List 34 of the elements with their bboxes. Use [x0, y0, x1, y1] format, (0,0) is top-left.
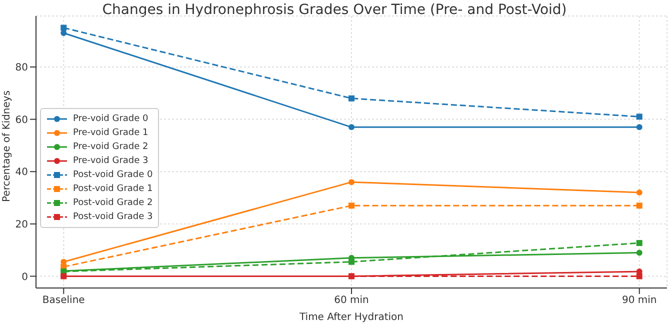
- point: [636, 202, 642, 209]
- x-tick-label: 60 min: [334, 295, 369, 306]
- y-tick-label: 0: [22, 272, 28, 283]
- point: [348, 95, 354, 102]
- point: [636, 124, 642, 130]
- point: [636, 250, 642, 256]
- legend-label: Pre-void Grade 3: [73, 156, 148, 166]
- point: [60, 24, 67, 31]
- y-tick-label: 60: [15, 114, 28, 126]
- chart-title: Changes in Hydronephrosis Grades Over Time (Pre- and Post-Void): [101, 2, 568, 18]
- legend-label: Pre-void Grade 2: [73, 142, 148, 152]
- point: [348, 124, 354, 130]
- point: [636, 240, 642, 246]
- legend-label: Post-void Grade 3: [73, 212, 153, 222]
- point: [636, 190, 642, 196]
- point: [348, 273, 354, 280]
- x-tick-label: 90 min: [622, 295, 657, 306]
- legend-label: Post-void Grade 0: [73, 170, 153, 180]
- point: [60, 273, 67, 280]
- point: [348, 179, 354, 186]
- legend-label: Post-void Grade 2: [73, 198, 153, 208]
- point: [348, 202, 354, 209]
- x-axis-title: Time After Hydration: [298, 312, 404, 323]
- legend-label: Pre-void Grade 1: [73, 128, 148, 138]
- legend-label: Post-void Grade 1: [73, 184, 153, 194]
- y-tick-label: 80: [15, 62, 28, 74]
- point: [636, 273, 642, 280]
- legend-label: Pre-void Grade 0: [73, 114, 148, 124]
- y-tick-label: 20: [15, 219, 28, 230]
- y-axis-title: Percentage of Kidneys: [2, 90, 13, 202]
- point: [636, 114, 642, 120]
- y-tick-label: 40: [15, 167, 28, 178]
- point: [348, 258, 354, 265]
- x-tick-label: Baseline: [42, 295, 85, 306]
